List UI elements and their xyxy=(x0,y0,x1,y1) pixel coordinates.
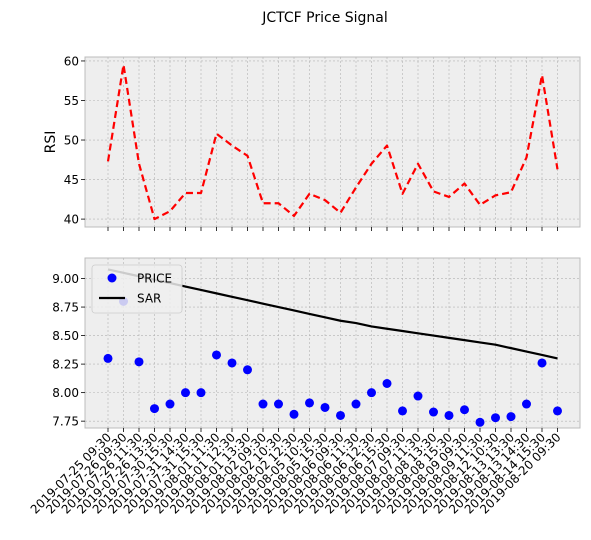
price-point xyxy=(491,413,500,423)
price-point xyxy=(367,388,376,398)
plot-area xyxy=(84,56,581,228)
y-tick-label: 8.75 xyxy=(52,301,79,315)
price-point xyxy=(181,388,190,398)
price-point xyxy=(227,358,237,368)
y-axis-label: RSI xyxy=(43,131,59,154)
price-point xyxy=(398,406,407,416)
price-point xyxy=(243,365,252,375)
price-point xyxy=(537,358,547,368)
y-tick-label: 8.25 xyxy=(52,358,79,372)
y-tick-label: 60 xyxy=(64,54,79,68)
price-point xyxy=(351,399,361,409)
price-point xyxy=(150,404,159,414)
price-point xyxy=(336,410,345,420)
y-tick-label: 7.75 xyxy=(52,415,79,429)
price-point xyxy=(212,350,221,360)
price-sar-panel: 7.75 8.00 8.25 8.50 8.75 9.00 PRICE SAR xyxy=(52,257,581,432)
price-legend-label: PRICE xyxy=(137,272,172,286)
price-point xyxy=(196,388,206,398)
price-point xyxy=(429,407,438,417)
price-point xyxy=(258,399,268,409)
price-point xyxy=(103,353,113,363)
price-point xyxy=(444,410,454,420)
price-point xyxy=(165,399,175,409)
price-point xyxy=(320,402,330,412)
y-tick-label: 8.00 xyxy=(52,386,79,400)
price-point xyxy=(506,412,516,422)
price-point xyxy=(475,417,485,427)
price-point xyxy=(413,391,423,401)
price-point xyxy=(553,406,562,416)
legend: PRICE SAR xyxy=(91,264,183,314)
sar-line xyxy=(107,268,558,360)
rsi-panel: 40 45 50 55 60 RSI xyxy=(43,54,581,231)
price-point xyxy=(134,357,144,367)
price-point xyxy=(382,379,392,389)
y-tick-label: 55 xyxy=(64,94,79,108)
y-tick-label: 50 xyxy=(64,134,79,148)
price-point xyxy=(305,398,314,408)
price-point xyxy=(289,409,299,419)
y-tick-label: 40 xyxy=(64,213,79,227)
price-point xyxy=(460,405,469,415)
y-tick-label: 8.50 xyxy=(52,329,79,343)
rsi-line xyxy=(106,63,559,221)
price-point xyxy=(522,399,531,409)
chart-title: JCTCF Price Signal xyxy=(261,10,388,26)
price-legend-marker xyxy=(107,273,117,283)
y-tick-label: 45 xyxy=(64,173,79,187)
y-tick-label: 9.00 xyxy=(52,272,79,286)
price-point xyxy=(274,399,283,409)
sar-legend-label: SAR xyxy=(137,292,161,306)
